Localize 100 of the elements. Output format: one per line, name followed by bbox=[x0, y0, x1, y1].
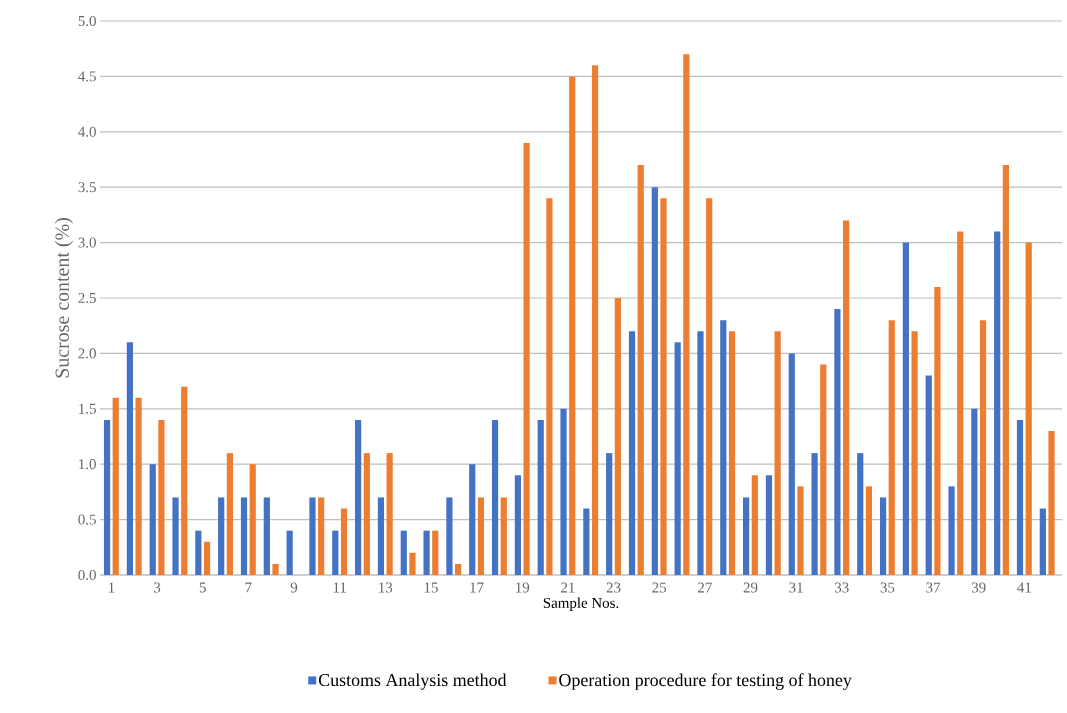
x-tick-label: 9 bbox=[290, 582, 298, 593]
bar bbox=[583, 508, 590, 575]
bar bbox=[172, 497, 179, 575]
x-tick-label: 15 bbox=[424, 582, 438, 593]
y-tick-label: 3.0 bbox=[78, 237, 96, 248]
bar bbox=[857, 453, 864, 575]
x-tick-label: 29 bbox=[743, 582, 758, 593]
bar bbox=[994, 231, 1001, 575]
x-tick-label: 41 bbox=[1017, 582, 1031, 593]
bar bbox=[537, 419, 544, 575]
bar bbox=[432, 530, 439, 575]
x-tick-label: 17 bbox=[470, 582, 484, 593]
bar bbox=[203, 541, 211, 575]
y-tick-label: 5.0 bbox=[78, 15, 96, 27]
bar bbox=[569, 76, 576, 575]
x-tick-label: 21 bbox=[561, 582, 575, 593]
bar bbox=[911, 331, 918, 575]
bar bbox=[628, 331, 636, 575]
bar bbox=[888, 320, 895, 575]
bar bbox=[1039, 508, 1046, 575]
bar bbox=[774, 331, 781, 575]
bar bbox=[797, 486, 804, 575]
bar bbox=[934, 286, 941, 575]
bar bbox=[240, 497, 248, 575]
y-tick-label: 2.5 bbox=[78, 292, 96, 304]
bar bbox=[765, 475, 773, 575]
legend-label: Operation procedure for testing of honey bbox=[559, 673, 852, 690]
bar bbox=[751, 475, 758, 575]
bar bbox=[637, 165, 644, 575]
bar bbox=[318, 497, 325, 575]
bar bbox=[377, 497, 385, 575]
bar bbox=[1002, 165, 1009, 575]
bar bbox=[491, 419, 499, 575]
bar bbox=[135, 397, 142, 575]
bar bbox=[720, 320, 727, 575]
bar bbox=[126, 342, 133, 575]
x-tick-label: 37 bbox=[926, 582, 941, 593]
y-tick-label: 4.5 bbox=[78, 71, 96, 82]
x-axis-title: Sample Nos. bbox=[543, 597, 619, 611]
bar bbox=[500, 497, 507, 575]
bar bbox=[674, 342, 681, 575]
bar bbox=[706, 198, 713, 575]
x-tick-label: 31 bbox=[789, 582, 803, 593]
bar bbox=[971, 408, 978, 575]
bar bbox=[400, 530, 407, 575]
bar bbox=[181, 386, 188, 575]
x-tick-label: 1 bbox=[108, 582, 115, 593]
y-axis-title: Sucrose content (%) bbox=[54, 218, 73, 378]
bar bbox=[683, 54, 690, 575]
x-tick-label: 39 bbox=[971, 582, 986, 593]
bar bbox=[660, 198, 667, 575]
x-tick-label: 3 bbox=[154, 582, 161, 593]
bar bbox=[286, 530, 293, 575]
bar bbox=[477, 497, 485, 575]
x-tick-label: 35 bbox=[880, 582, 895, 593]
bar bbox=[272, 563, 279, 575]
bar bbox=[820, 364, 827, 575]
x-tick-label: 13 bbox=[379, 582, 393, 593]
bar bbox=[469, 464, 476, 575]
bar bbox=[514, 475, 521, 575]
bar bbox=[614, 298, 621, 575]
y-tick-label: 0.5 bbox=[78, 514, 96, 525]
bar bbox=[363, 453, 370, 575]
bar bbox=[957, 231, 964, 575]
y-tick-label: 3.5 bbox=[78, 182, 96, 193]
y-tick-label: 4.0 bbox=[78, 126, 96, 137]
y-tick-label: 1.0 bbox=[79, 459, 96, 470]
bar bbox=[606, 453, 613, 575]
bar bbox=[103, 419, 111, 575]
bar bbox=[386, 453, 393, 575]
bar bbox=[879, 497, 887, 575]
bar bbox=[697, 331, 704, 575]
bar bbox=[788, 353, 795, 575]
bar bbox=[728, 331, 736, 575]
bar bbox=[843, 220, 850, 575]
y-tick-label: 1.5 bbox=[79, 403, 96, 414]
bar bbox=[979, 320, 987, 575]
y-tick-label: 0.0 bbox=[78, 569, 96, 581]
bar bbox=[218, 497, 225, 575]
bar bbox=[112, 397, 119, 575]
bar bbox=[409, 552, 416, 575]
bar bbox=[195, 530, 202, 575]
x-tick-label: 7 bbox=[245, 582, 252, 593]
bar bbox=[811, 453, 818, 575]
x-tick-label: 33 bbox=[835, 582, 849, 593]
x-tick-label: 5 bbox=[199, 582, 206, 593]
bar bbox=[925, 375, 932, 575]
bar bbox=[158, 419, 165, 575]
y-tick-label: 2.0 bbox=[78, 348, 96, 359]
x-tick-label: 19 bbox=[516, 582, 530, 593]
bar bbox=[834, 309, 841, 575]
bar bbox=[902, 242, 909, 575]
x-tick-label: 25 bbox=[652, 582, 667, 593]
bar bbox=[1048, 430, 1055, 575]
bar bbox=[948, 486, 955, 575]
bar bbox=[743, 497, 750, 575]
bar bbox=[523, 142, 530, 575]
x-tick-label: 11 bbox=[333, 582, 346, 593]
bar bbox=[455, 563, 462, 575]
bar bbox=[263, 497, 270, 575]
